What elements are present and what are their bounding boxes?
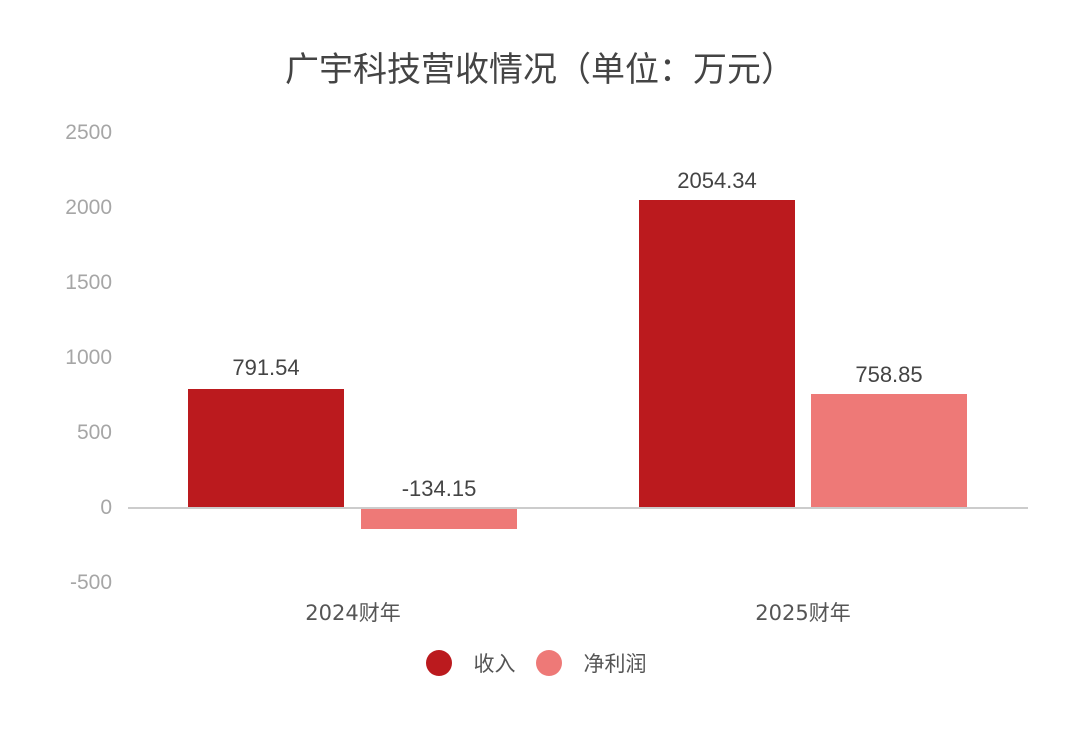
y-tick: 1000 xyxy=(65,346,112,369)
value-label-revenue-2025: 2054.34 xyxy=(677,168,757,193)
y-tick: 0 xyxy=(100,496,112,519)
y-tick: 500 xyxy=(76,421,112,444)
legend-label-profit: 净利润 xyxy=(583,652,647,676)
profit-dot-icon xyxy=(535,650,562,676)
y-tick: 1500 xyxy=(65,271,112,294)
x-tick-2024: 2024财年 xyxy=(305,601,401,625)
legend-item-revenue[interactable]: 收入 xyxy=(425,648,524,678)
y-tick: 2500 xyxy=(65,121,112,144)
y-tick: -500 xyxy=(69,571,112,594)
value-label-profit-2025: 758.85 xyxy=(855,362,923,387)
bar-revenue-2025 xyxy=(639,200,795,508)
legend: 收入 净利润 xyxy=(0,648,1080,678)
revenue-dot-icon xyxy=(425,650,452,676)
y-tick: 2000 xyxy=(65,196,112,219)
bar-profit-2024 xyxy=(361,509,517,529)
legend-label-revenue: 收入 xyxy=(473,652,516,676)
value-label-revenue-2024: 791.54 xyxy=(232,355,300,380)
zero-axis-line xyxy=(128,507,1028,509)
x-tick-2025: 2025财年 xyxy=(755,601,851,625)
legend-item-profit[interactable]: 净利润 xyxy=(535,648,655,678)
bar-revenue-2024 xyxy=(188,389,344,508)
bar-profit-2025 xyxy=(811,394,967,508)
chart-title: 广宇科技营收情况（单位：万元） xyxy=(285,50,795,90)
value-label-profit-2024: -134.15 xyxy=(401,476,477,501)
